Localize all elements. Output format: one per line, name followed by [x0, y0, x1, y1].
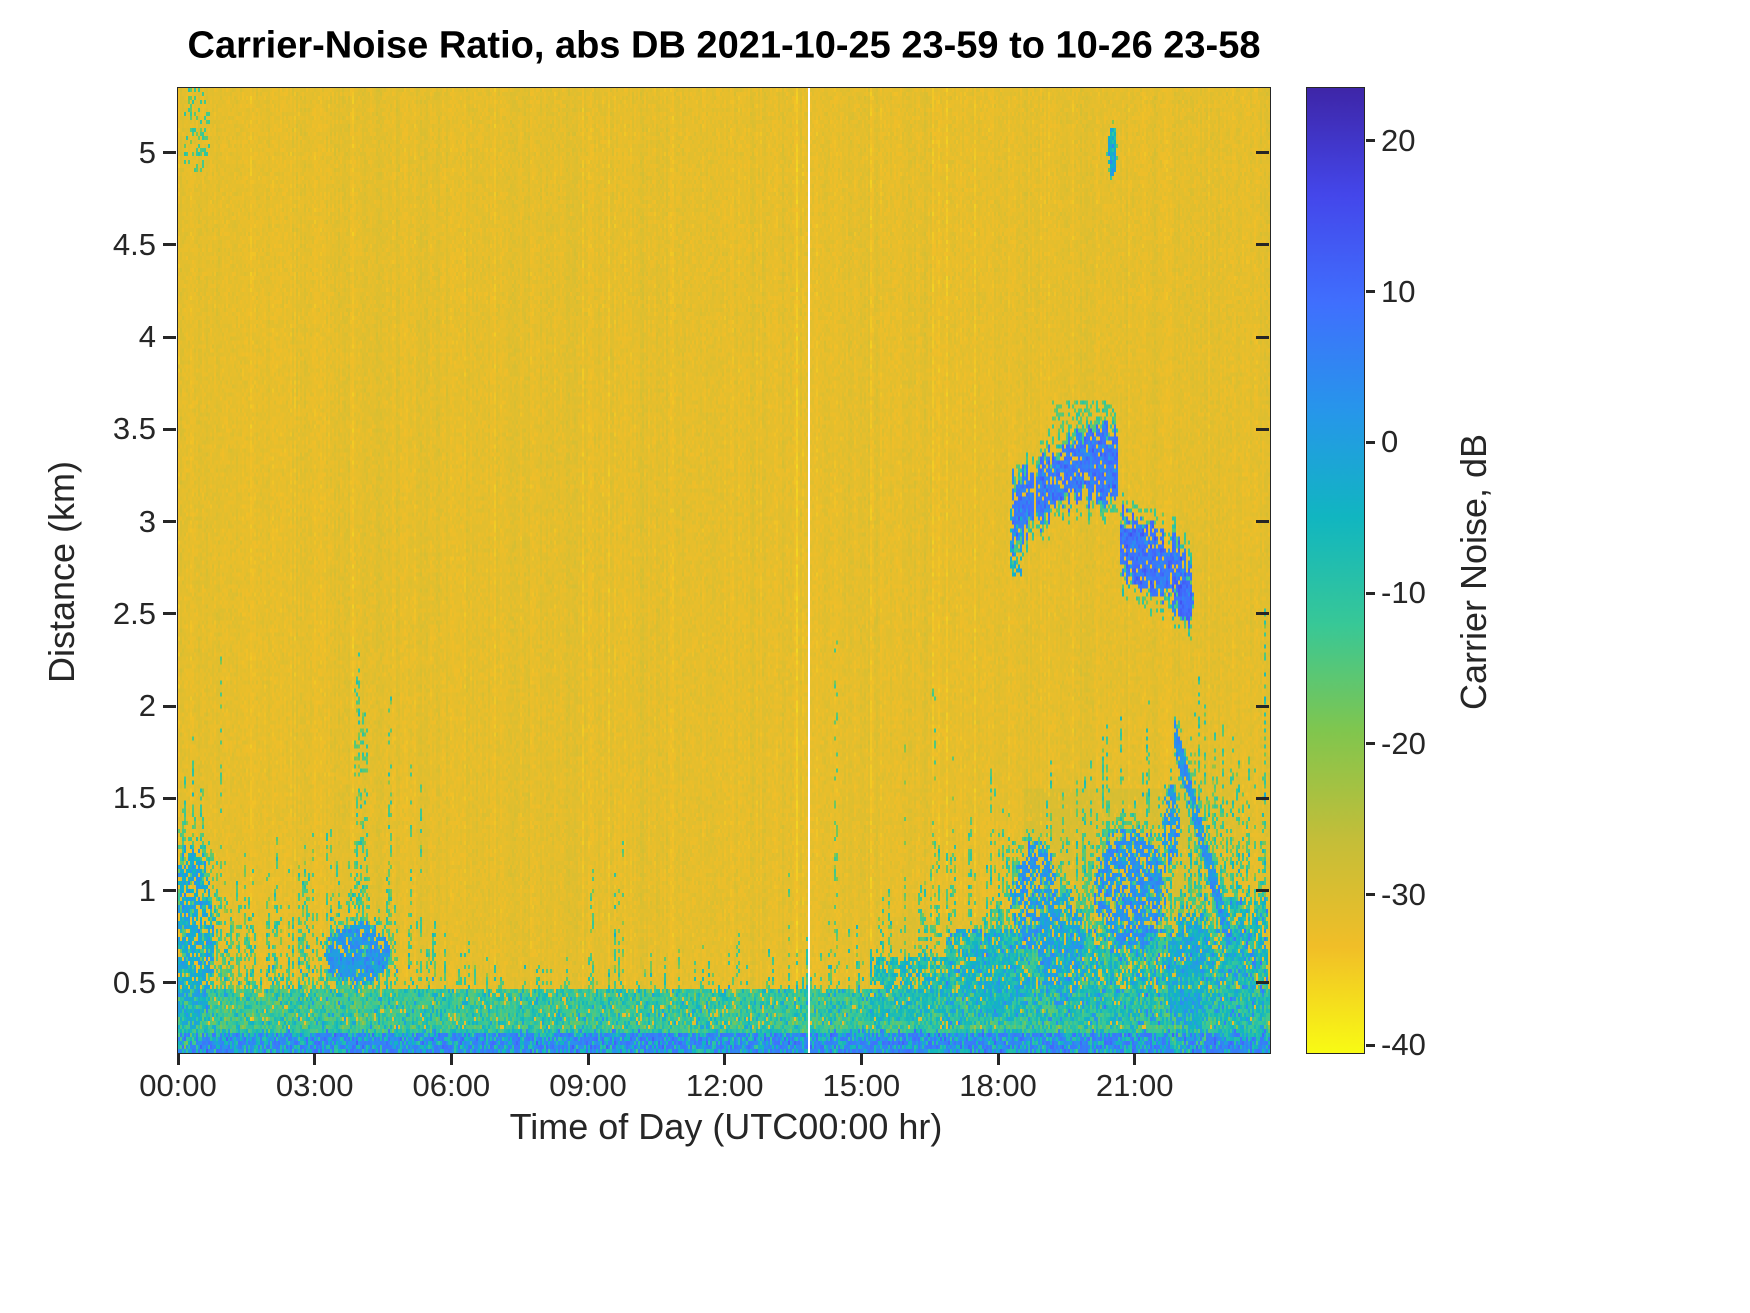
y-tick-mark-right — [1256, 981, 1269, 985]
x-tick-mark — [996, 1054, 1000, 1065]
y-tick-mark-right — [1256, 612, 1269, 616]
x-tick-label: 12:00 — [685, 1068, 764, 1103]
colorbar-tick-label: 0 — [1381, 424, 1399, 460]
y-tick-mark — [163, 981, 176, 985]
colorbar-gradient — [1307, 88, 1364, 1053]
heatmap-plot — [177, 87, 1271, 1054]
colorbar-tick-label: -30 — [1381, 876, 1426, 912]
colorbar-tick-mark — [1366, 591, 1375, 595]
y-tick-mark-right — [1256, 704, 1269, 708]
heatmap-canvas — [178, 88, 1270, 1053]
y-tick-label: 4.5 — [112, 226, 156, 262]
colorbar-tick-mark — [1366, 893, 1375, 897]
y-tick-label: 3.5 — [112, 411, 156, 447]
y-tick-mark — [163, 612, 176, 616]
colorbar-tick-label: 10 — [1381, 273, 1416, 309]
y-tick-mark-right — [1256, 427, 1269, 431]
x-tick-label: 00:00 — [139, 1068, 217, 1103]
y-tick-label: 4 — [138, 319, 156, 355]
x-axis-label: Time of Day (UTC00:00 hr) — [509, 1106, 943, 1147]
colorbar-tick-mark — [1366, 139, 1375, 143]
y-tick-mark — [163, 427, 176, 431]
y-tick-mark-right — [1256, 243, 1269, 247]
colorbar-tick-label: -20 — [1381, 725, 1426, 761]
colorbar-tick-mark — [1366, 290, 1375, 294]
colorbar-tick-label: -40 — [1381, 1027, 1426, 1063]
y-tick-mark — [163, 335, 176, 339]
y-tick-mark-right — [1256, 796, 1269, 800]
y-tick-mark — [163, 243, 176, 247]
colorbar-tick-label: -10 — [1381, 575, 1426, 611]
y-tick-label: 2 — [138, 688, 156, 724]
y-tick-label: 3 — [138, 503, 156, 539]
x-tick-mark — [1133, 1054, 1137, 1065]
y-tick-mark — [163, 704, 176, 708]
y-tick-label: 1.5 — [112, 780, 156, 816]
colorbar-tick-mark — [1366, 742, 1375, 746]
x-tick-label: 15:00 — [822, 1068, 901, 1103]
x-tick-mark — [449, 1054, 453, 1065]
x-tick-label: 18:00 — [959, 1068, 1037, 1103]
colorbar-tick-label: 20 — [1381, 122, 1416, 158]
x-tick-mark — [586, 1054, 590, 1065]
chart-title: Carrier-Noise Ratio, abs DB 2021-10-25 2… — [187, 24, 1261, 67]
y-tick-mark — [163, 520, 176, 524]
colorbar-tick-mark — [1366, 440, 1375, 444]
y-tick-mark — [163, 889, 176, 893]
y-axis-label: Distance (km) — [41, 460, 82, 684]
y-tick-mark — [163, 151, 176, 155]
x-tick-mark — [313, 1054, 317, 1065]
x-tick-mark — [723, 1054, 727, 1065]
x-tick-label: 03:00 — [275, 1068, 354, 1103]
x-tick-label: 06:00 — [412, 1068, 491, 1103]
y-tick-mark-right — [1256, 335, 1269, 339]
y-tick-mark — [163, 796, 176, 800]
x-tick-label: 21:00 — [1095, 1068, 1174, 1103]
x-tick-mark — [859, 1054, 863, 1065]
y-tick-label: 5 — [138, 134, 156, 170]
colorbar-tick-mark — [1366, 1043, 1375, 1047]
y-tick-label: 0.5 — [112, 964, 156, 1000]
y-tick-mark-right — [1256, 520, 1269, 524]
x-tick-mark — [176, 1054, 180, 1065]
y-tick-label: 1 — [138, 872, 156, 908]
y-tick-mark-right — [1256, 151, 1269, 155]
x-tick-label: 09:00 — [549, 1068, 627, 1103]
colorbar-label: Carrier Noise, dB — [1453, 433, 1494, 711]
y-tick-label: 2.5 — [112, 595, 156, 631]
y-tick-mark-right — [1256, 889, 1269, 893]
colorbar — [1306, 87, 1365, 1054]
